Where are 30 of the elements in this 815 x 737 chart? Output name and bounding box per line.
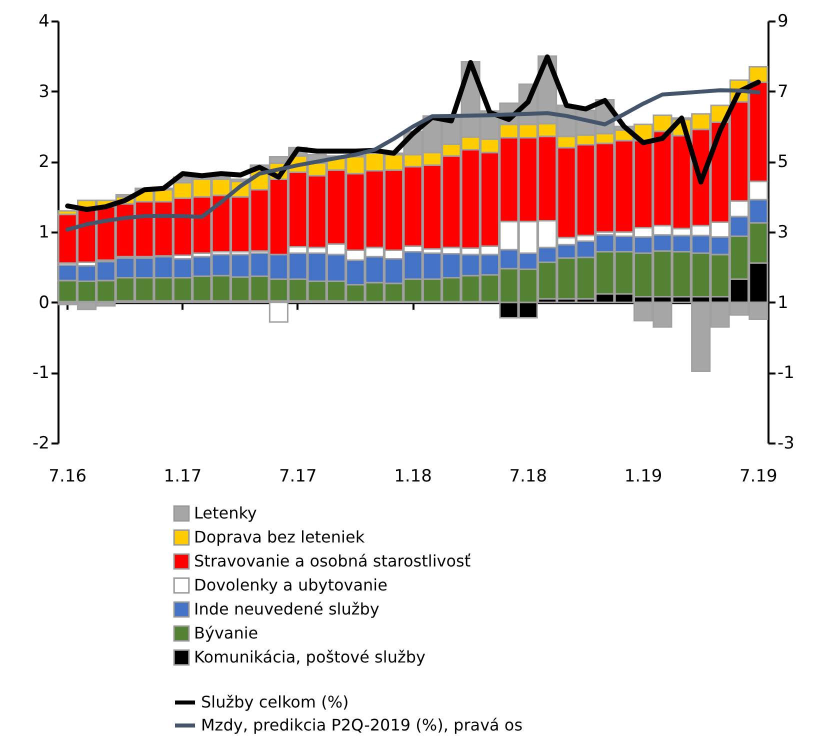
legend-label: Inde neuvedené služby [194, 600, 380, 618]
x-tick-label: 7.17 [278, 466, 317, 486]
x-tick-label: 1.17 [164, 466, 202, 486]
y2-tick-label: 5 [778, 152, 788, 172]
y2-tick-label: -1 [778, 363, 794, 384]
y2-tick-label: 7 [778, 82, 788, 102]
x-tick-label: 7.16 [48, 466, 87, 486]
legend-label: Letenky [194, 504, 257, 522]
legend-label: Mzdy, predikcia P2Q-2019 (%), pravá os [201, 716, 523, 734]
x-tick-label: 1.19 [624, 466, 662, 486]
y-tick-label: -1 [32, 363, 50, 384]
y2-tick-label: 3 [778, 222, 788, 242]
legend-label: Bývanie [194, 624, 258, 642]
y2-tick-label: -3 [778, 434, 794, 454]
legend-label: Služby celkom (%) [201, 692, 349, 712]
legend-label: Doprava bez leteniek [194, 528, 366, 546]
legend-label: Stravovanie a osobná starostlivosť [194, 552, 471, 570]
legend-label: Komunikácia, poštové služby [194, 648, 426, 666]
y-tick-label: 2 [38, 152, 50, 172]
legend-label: Dovolenky a ubytovanie [194, 576, 388, 594]
y-tick-label: 3 [38, 82, 50, 102]
x-tick-label: 7.18 [509, 466, 548, 486]
x-tick-label: 7.19 [739, 466, 778, 486]
y-tick-label: 4 [38, 12, 50, 32]
y-tick-label: 1 [38, 222, 50, 242]
x-tick-label: 1.18 [394, 466, 432, 486]
y2-tick-label: 9 [778, 12, 788, 32]
y-tick-label: 0 [38, 292, 50, 313]
y2-tick-label: 1 [778, 292, 788, 313]
y-tick-label: -2 [32, 434, 50, 454]
